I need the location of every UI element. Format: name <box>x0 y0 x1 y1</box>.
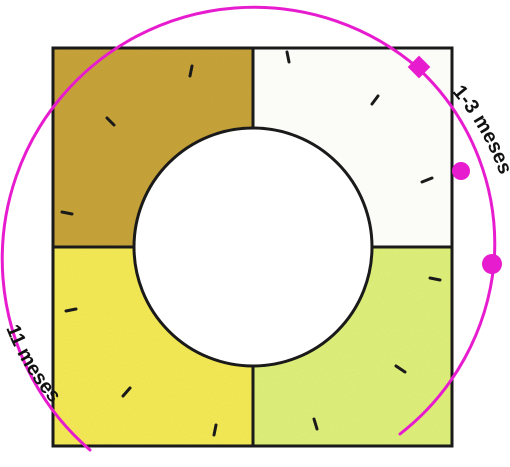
period-arc <box>0 5 497 452</box>
tick-marks <box>60 50 442 437</box>
arc-dot-marker <box>452 162 470 180</box>
tick-mark <box>312 417 319 431</box>
tick-mark <box>212 423 218 437</box>
outer-arc-tail <box>398 261 496 436</box>
center-circle <box>132 126 374 368</box>
tick-mark <box>188 64 194 78</box>
tick-mark <box>394 364 407 374</box>
tick-mark <box>370 94 380 106</box>
tick-mark <box>420 176 434 184</box>
tick-mark <box>64 307 78 313</box>
arc-dot-marker <box>482 254 502 274</box>
tick-mark <box>285 50 291 64</box>
tick-mark <box>428 276 442 282</box>
tick-mark <box>60 210 74 216</box>
tick-mark <box>105 116 116 127</box>
tick-mark <box>121 386 132 398</box>
outer-arc-right <box>418 68 497 265</box>
outer-arc-main <box>0 5 420 452</box>
